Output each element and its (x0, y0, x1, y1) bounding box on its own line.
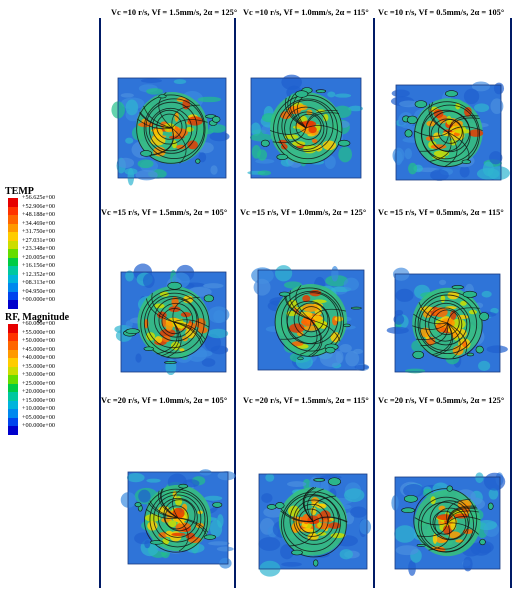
legend-label: +25.000e+00 (22, 379, 55, 387)
legend-label: +60.000e+00 (22, 320, 55, 327)
legend-label: +20.005e+00 (22, 253, 55, 261)
legend-swatch (8, 324, 18, 333)
legend-label: +04.950e+00 (22, 287, 55, 295)
legend-swatch (8, 215, 18, 224)
simulation-image (247, 74, 363, 179)
simulation-image (120, 469, 236, 569)
legend-label: +12.352e+00 (22, 270, 55, 278)
legend-swatch (8, 266, 18, 275)
legend-label: +05.000e+00 (22, 413, 55, 421)
legend-label: +52.906e+00 (22, 202, 55, 210)
temp-legend-title: TEMP (5, 186, 34, 197)
panel-title: Vc =10 r/s, Vf = 1.5mm/s, 2α = 125° (111, 8, 238, 17)
panel-title: Vc =20 r/s, Vf = 1.5mm/s, 2α = 115° (243, 396, 369, 405)
legend-swatch (8, 232, 18, 241)
panel-title: Vc =10 r/s, Vf = 1.0mm/s, 2α = 115° (243, 8, 369, 17)
legend-label: +20.000e+00 (22, 388, 55, 395)
legend-label: +48.188e+00 (22, 211, 55, 218)
legend-swatch (8, 332, 18, 341)
divider-line (99, 18, 101, 588)
rf-legend-title: RF, Magnitude (5, 312, 70, 323)
legend-swatch (8, 291, 18, 300)
divider-line (234, 18, 236, 588)
legend-swatch (8, 206, 18, 215)
legend-swatch (8, 375, 18, 384)
panel-title: Vc =10 r/s, Vf = 0.5mm/s, 2α = 105° (378, 8, 505, 17)
panel-title: Vc =20 r/s, Vf = 0.5mm/s, 2α = 125° (378, 396, 505, 405)
simulation-image (114, 263, 230, 376)
legend-swatch (8, 198, 18, 207)
legend-label: +23.348e+00 (22, 245, 55, 252)
panel-title: Vc =15 r/s, Vf = 1.0mm/s, 2α = 125° (240, 208, 367, 217)
legend-label: +27.031e+00 (22, 236, 55, 244)
legend-label: +40.000e+00 (22, 354, 55, 361)
legend-label: +56.625e+00 (22, 194, 55, 201)
panel-title: Vc =15 r/s, Vf = 0.5mm/s, 2α = 115° (378, 208, 504, 217)
legend-swatch (8, 349, 18, 358)
legend-swatch (8, 400, 18, 409)
simulation-image (251, 265, 370, 371)
simulation-image (386, 267, 508, 374)
legend-swatch (8, 392, 18, 401)
legend-label: +45.000e+00 (22, 345, 55, 353)
legend-swatch (8, 257, 18, 266)
simulation-image (391, 472, 506, 576)
legend-label: +31.750e+00 (22, 228, 55, 235)
legend-label: +55.000e+00 (22, 328, 55, 336)
legend-label: +10.000e+00 (22, 405, 55, 412)
legend-swatch (8, 426, 18, 435)
legend-swatch (8, 223, 18, 232)
legend-swatch (8, 383, 18, 392)
legend-swatch (8, 300, 18, 309)
legend-swatch (8, 249, 18, 258)
panel-title: Vc =20 r/s, Vf = 1.0mm/s, 2α = 105° (101, 396, 228, 405)
legend-label: +50.000e+00 (22, 337, 55, 344)
legend-label: +00.000e+00 (22, 422, 55, 429)
simulation-image (111, 77, 230, 186)
legend-swatch (8, 341, 18, 350)
legend-label: +15.000e+00 (22, 396, 55, 404)
panel-title: Vc =15 r/s, Vf = 1.5mm/s, 2α = 105° (101, 208, 228, 217)
legend-swatch (8, 240, 18, 249)
legend-label: +34.469e+00 (22, 219, 55, 227)
legend-swatch (8, 366, 18, 375)
simulation-image (390, 81, 510, 181)
legend-swatch (8, 283, 18, 292)
legend-swatch (8, 358, 18, 367)
divider-line (510, 18, 512, 588)
legend-label: +00.000e+00 (22, 296, 55, 303)
legend-label: +08.313e+00 (22, 279, 55, 286)
legend-label: +30.000e+00 (22, 371, 55, 378)
legend-label: +16.156e+00 (22, 262, 55, 269)
simulation-image (258, 473, 372, 577)
divider-line (373, 18, 375, 588)
legend-swatch (8, 409, 18, 418)
legend-label: +35.000e+00 (22, 362, 55, 370)
legend-swatch (8, 417, 18, 426)
legend-swatch (8, 274, 18, 283)
